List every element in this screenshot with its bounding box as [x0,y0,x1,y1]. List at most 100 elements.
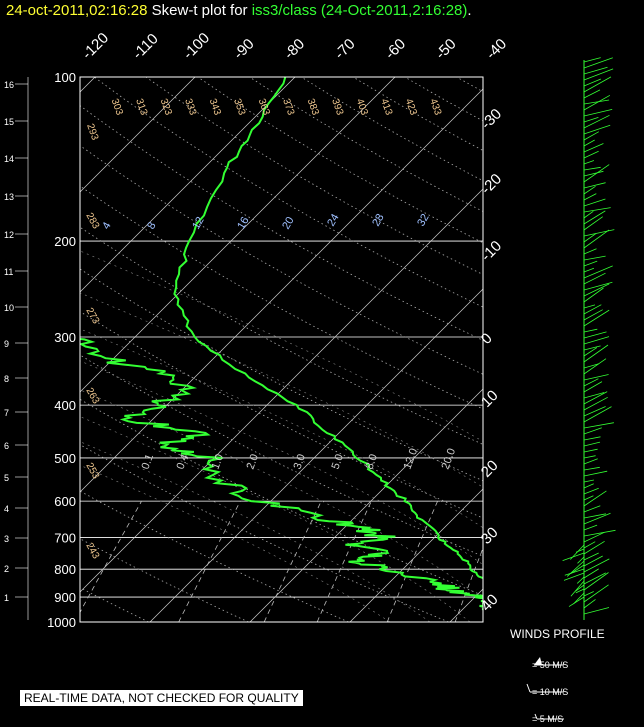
wind-barb [583,568,599,579]
height-label: 11 [4,267,13,277]
wind-barb [563,572,585,581]
isotherm-label-top: -90 [230,35,257,62]
isotherm-label-top: -60 [382,35,409,62]
dry-adiabat-label: 253 [83,461,101,481]
dry-adiabat [197,77,483,244]
wind-barb [583,198,606,207]
height-label: 2 [4,564,9,574]
wind-barb [564,568,585,576]
wind-barb [583,207,611,213]
wind-barb [583,541,596,549]
moist-adiabat [80,360,483,566]
wind-barb [583,267,595,273]
wind-barb [583,505,601,513]
wind-barb [583,185,596,195]
dry-adiabat [352,77,483,151]
dry-adiabat [145,77,483,276]
quality-disclaimer: REAL-TIME DATA, NOT CHECKED FOR QUALITY [20,690,303,706]
title-middle: Skew-t plot for [151,2,248,19]
isotherm-label-right: -30 [478,105,505,132]
wind-barb [575,584,585,592]
moist-label: 12 [190,215,207,232]
dry-adiabat-label: 243 [83,541,101,561]
mixing-ratio-label: 0.1 [140,453,157,471]
dry-adiabat-label: 413 [378,97,394,117]
legend-feather-10 [526,683,531,693]
isotherm-label-right: 30 [478,524,502,548]
isotherm-line [349,488,483,622]
wind-barb [583,512,611,525]
wind-barb [583,124,611,135]
isotherm-label-top: -110 [129,30,161,62]
dry-adiabat [80,145,483,375]
wind-legend-10: = 10 M/S [532,687,569,697]
isotherm-label-right: 0 [478,330,496,348]
wind-barb [583,78,602,87]
height-label: 16 [4,80,14,90]
dry-adiabat [80,268,483,482]
pressure-label: 100 [54,70,76,85]
wind-barb [583,281,613,291]
wind-barb [583,584,609,603]
wind-barb [583,422,614,429]
isotherm-line [249,388,483,622]
wind-barb [576,576,585,584]
isotherm-label-right: 20 [478,457,502,481]
height-label: 4 [4,504,9,514]
mixing-ratio-line [0,501,8,622]
moist-adiabat [80,328,483,529]
legend-feather-5 [534,713,538,720]
pressure-label: 700 [54,531,76,546]
pressure-label: 900 [54,590,76,605]
mixing-ratio-line [178,500,241,622]
wind-barb [583,487,599,495]
wind-barb [583,99,610,105]
pressure-label: 800 [54,562,76,577]
title-source: iss3/class (24-Oct-2011,2:16:28) [251,2,468,19]
wind-barb [577,556,585,564]
wind-barb [583,57,613,69]
isotherm-label-right: -20 [478,170,505,197]
wind-barb [583,513,607,519]
moist-label: 28 [370,212,387,229]
wind-barb [583,166,601,171]
mixing-ratio-label: 2.0 [245,453,262,471]
wind-barb [583,229,615,237]
wind-barb [583,336,610,345]
wind-barb [583,150,599,159]
height-label: 5 [4,473,9,483]
mixing-ratio-line [386,500,438,622]
wind-barb [583,607,610,615]
wind-barb [583,436,601,441]
dry-adiabat-label: 303 [109,97,125,117]
wind-barb [583,57,601,63]
wind-barb [583,483,594,489]
dry-adiabat-label: 313 [133,97,149,117]
mixing-ratio-line [316,500,372,622]
mixing-ratio-line [263,500,322,622]
wind-barb [583,524,598,531]
mixing-ratio-line [597,501,635,622]
wind-barb [583,466,600,471]
wind-barb [583,427,602,435]
wind-barb [583,558,610,573]
dry-adiabat-label: 433 [427,97,443,117]
wind-barb [583,229,610,249]
mixing-ratio-label: 0.4 [175,453,192,471]
isotherm-line [80,88,483,493]
dry-adiabat-label: 393 [329,97,345,117]
height-label: 3 [4,534,9,544]
dry-adiabat-label: 333 [182,97,198,117]
height-label: 15 [4,117,14,127]
wind-barb [583,182,606,189]
isotherm-line [149,288,483,622]
wind-barb [583,287,604,303]
isotherm-label-right: -10 [478,237,505,264]
title-end: . [467,2,472,19]
wind-barb [583,347,598,357]
wind-barb [583,345,601,351]
wind-barb [583,344,609,363]
wind-barb [583,170,604,177]
wind-barb [573,592,585,605]
